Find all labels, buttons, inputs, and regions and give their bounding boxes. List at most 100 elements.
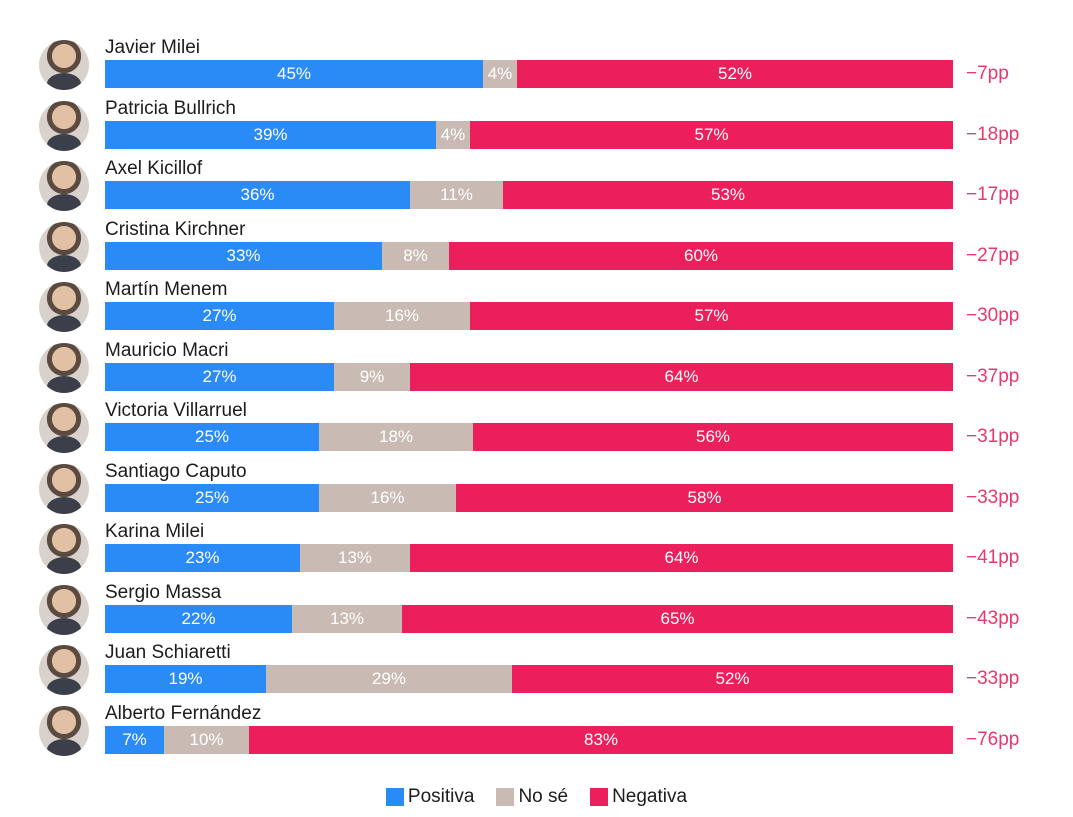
stacked-bar: 25% 16% 58% — [105, 483, 953, 512]
bar-segment-positiva: 45% — [105, 60, 483, 88]
bar-segment-no-se: 13% — [300, 544, 410, 572]
net-score-label: −30pp — [966, 305, 1020, 326]
bar-segment-positiva: 39% — [105, 120, 436, 149]
chart-row: Sergio Massa 22% 13% 65% −43pp — [0, 582, 1073, 642]
person-avatar — [39, 100, 89, 151]
bar-segment-negativa: 52% — [512, 665, 953, 693]
net-score-label: −18pp — [966, 123, 1020, 145]
category-label: Patricia Bullrich — [105, 97, 236, 119]
net-score-label: −41pp — [966, 547, 1020, 568]
stacked-bar: 27% 16% 57% — [105, 302, 953, 330]
person-avatar — [39, 645, 89, 695]
person-avatar — [39, 161, 89, 211]
net-score-label: −7pp — [966, 63, 1009, 84]
person-avatar — [39, 584, 89, 635]
bar-segment-no-se: 16% — [334, 302, 470, 330]
bar-segment-no-se: 11% — [410, 181, 503, 209]
legend-swatch — [496, 788, 515, 806]
legend-label: Positiva — [407, 786, 475, 807]
category-label: Alberto Fernández — [105, 702, 262, 724]
category-label: Santiago Caputo — [105, 460, 247, 482]
chart-row: Cristina Kirchner 33% 8% 60% −27pp — [0, 219, 1073, 279]
category-label: Karina Milei — [105, 521, 205, 542]
chart-row: Santiago Caputo 25% 16% 58% −33pp — [0, 461, 1073, 521]
stacked-bar: 7% 10% 83% — [105, 725, 953, 754]
bar-segment-positiva: 27% — [105, 362, 334, 391]
person-avatar — [39, 342, 89, 393]
legend-label: No sé — [518, 786, 569, 807]
bar-segment-no-se: 13% — [292, 604, 402, 633]
category-label: Martín Menem — [105, 279, 228, 300]
bar-segment-negativa: 57% — [470, 302, 953, 330]
person-avatar — [39, 282, 89, 332]
stacked-bar: 36% 11% 53% — [105, 181, 953, 209]
net-score-label: −31pp — [966, 426, 1020, 447]
bar-segment-positiva: 19% — [105, 665, 266, 693]
person-avatar — [39, 705, 89, 756]
net-score-label: −33pp — [966, 486, 1020, 508]
legend-item: Negativa — [590, 786, 687, 808]
bar-segment-no-se: 9% — [334, 362, 410, 391]
chart-row: Axel Kicillof 36% 11% 53% −17pp — [0, 158, 1073, 218]
bar-segment-negativa: 58% — [456, 483, 953, 512]
legend-swatch — [590, 788, 609, 806]
bar-segment-negativa: 64% — [410, 362, 953, 391]
bar-segment-positiva: 33% — [105, 241, 382, 270]
bar-segment-positiva: 25% — [105, 483, 319, 512]
bar-segment-no-se: 18% — [319, 423, 473, 451]
chart-row: Mauricio Macri 27% 9% 64% −37pp — [0, 340, 1073, 400]
bar-segment-negativa: 64% — [410, 544, 953, 572]
legend-label: Negativa — [612, 786, 688, 807]
stacked-bar: 39% 4% 57% — [105, 120, 953, 149]
bar-segment-negativa: 65% — [402, 604, 953, 633]
bar-segment-positiva: 23% — [105, 544, 300, 572]
chart-row: Juan Schiaretti 19% 29% 52% −33pp — [0, 642, 1073, 702]
chart-row: Javier Milei 45% 4% 52% −7pp — [0, 37, 1073, 97]
bar-segment-negativa: 53% — [503, 181, 953, 209]
chart-row: Martín Menem 27% 16% 57% −30pp — [0, 279, 1073, 339]
bar-segment-no-se: 4% — [436, 120, 470, 149]
bar-segment-no-se: 29% — [266, 665, 512, 693]
stacked-bar: 33% 8% 60% — [105, 241, 953, 270]
stacked-bar: 19% 29% 52% — [105, 665, 953, 693]
person-avatar — [39, 40, 89, 90]
chart-row: Victoria Villarruel 25% 18% 56% −31pp — [0, 400, 1073, 460]
bar-segment-negativa: 52% — [517, 60, 953, 88]
bar-segment-positiva: 22% — [105, 604, 292, 633]
person-avatar — [39, 524, 89, 574]
chart-row: Patricia Bullrich 39% 4% 57% −18pp — [0, 98, 1073, 158]
category-label: Mauricio Macri — [105, 339, 229, 361]
bar-segment-no-se: 10% — [164, 725, 249, 754]
stacked-bar: 23% 13% 64% — [105, 544, 953, 572]
category-label: Victoria Villarruel — [105, 400, 247, 421]
chart-row: Karina Milei 23% 13% 64% −41pp — [0, 521, 1073, 581]
stacked-bar: 45% 4% 52% — [105, 60, 953, 88]
bar-segment-positiva: 7% — [105, 725, 164, 754]
net-score-label: −37pp — [966, 365, 1020, 387]
chart-legend: Positiva No sé Negativa — [0, 784, 1073, 810]
bar-segment-no-se: 16% — [319, 483, 456, 512]
stacked-bar: 22% 13% 65% — [105, 604, 953, 633]
net-score-label: −17pp — [966, 184, 1020, 205]
category-label: Axel Kicillof — [105, 158, 203, 179]
person-avatar — [39, 221, 89, 272]
bar-segment-positiva: 27% — [105, 302, 334, 330]
bar-segment-no-se: 8% — [382, 241, 449, 270]
net-score-label: −33pp — [966, 668, 1020, 689]
bar-segment-negativa: 56% — [473, 423, 953, 451]
person-avatar — [39, 463, 89, 514]
bar-segment-positiva: 25% — [105, 423, 319, 451]
category-label: Javier Milei — [105, 37, 201, 58]
legend-swatch — [385, 788, 404, 806]
stacked-bar: 27% 9% 64% — [105, 362, 953, 391]
stacked-bar: 25% 18% 56% — [105, 423, 953, 451]
category-label: Juan Schiaretti — [105, 642, 231, 663]
category-label: Cristina Kirchner — [105, 218, 246, 240]
bar-segment-negativa: 57% — [470, 120, 953, 149]
bar-segment-positiva: 36% — [105, 181, 410, 209]
bar-segment-negativa: 60% — [449, 241, 953, 270]
legend-item: Positiva — [385, 786, 475, 808]
bar-segment-no-se: 4% — [483, 60, 517, 88]
chart-row: Alberto Fernández 7% 10% 83% −76pp — [0, 703, 1073, 763]
